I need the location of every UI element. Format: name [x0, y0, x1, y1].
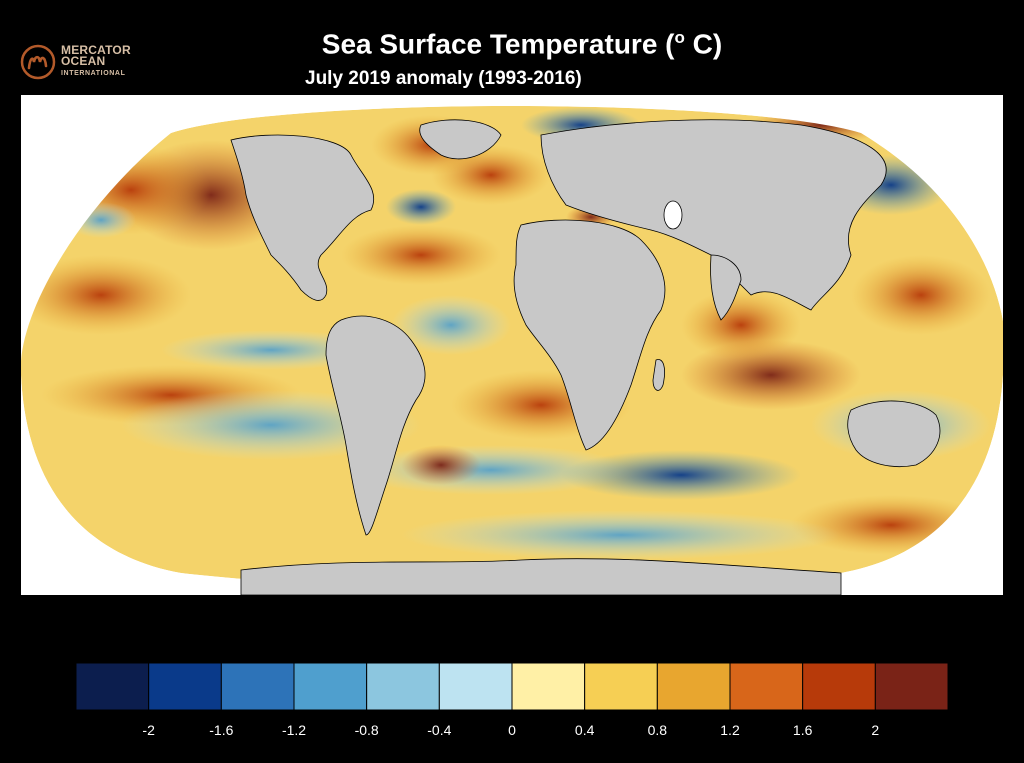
mercator-ocean-logo: MERCATOR OCEAN INTERNATIONAL: [20, 42, 150, 82]
colorbar-swatch: [729, 663, 804, 710]
colorbar-tick-label: -0.4: [427, 722, 452, 738]
logo-line-international: INTERNATIONAL: [61, 70, 126, 77]
logo-line-ocean: OCEAN: [61, 54, 106, 68]
title-unit: C): [684, 28, 723, 60]
title-text: Sea Surface Temperature (: [321, 28, 675, 60]
greenland: [419, 119, 502, 160]
colorbar-tick-label: 2: [871, 722, 880, 738]
colorbar-tick-label: -2: [142, 722, 155, 738]
africa: [513, 219, 666, 451]
anomaly-patches: [21, 107, 991, 560]
colorbar-swatch: [293, 663, 368, 710]
sst-anomaly-map: [21, 95, 1003, 595]
colorbar-swatch: [438, 663, 513, 710]
caspian-sea: [663, 200, 683, 230]
colorbar-tick-label: 0.4: [574, 722, 595, 738]
colorbar-tick-label: 1.6: [792, 722, 813, 738]
colorbar-swatch: [366, 663, 440, 710]
colorbar-swatch: [584, 663, 658, 710]
colorbar-tick-label: 1.2: [720, 722, 740, 738]
logo-wordmark: MERCATOR OCEAN INTERNATIONAL: [61, 43, 131, 79]
colorbar-tick-label: 0: [508, 722, 516, 738]
colorbar-swatch: [220, 663, 295, 710]
land-masses: [230, 119, 941, 595]
colorbar-swatch: [76, 663, 150, 710]
colorbar-swatch: [656, 663, 731, 710]
colorbar-swatch: [802, 663, 876, 710]
north-america: [230, 134, 375, 301]
map-subtitle: July 2019 anomaly (1993-2016): [305, 68, 582, 89]
title-degree: o: [674, 28, 685, 47]
india: [710, 254, 742, 321]
colorbar-tick-label: 0.8: [647, 722, 668, 738]
colorbar-swatch: [511, 663, 586, 710]
mercator-m-icon: [20, 44, 56, 80]
colorbar-tick-label: -1.2: [281, 722, 307, 738]
eurasia: [540, 119, 887, 311]
colorbar: [76, 663, 948, 710]
antarctica: [240, 558, 842, 595]
logo-line-mercator: MERCATOR: [61, 43, 131, 57]
map-title: Sea Surface Temperature (o C): [0, 28, 1024, 60]
madagascar: [652, 359, 665, 391]
map-frame: [21, 95, 1003, 595]
map-outer-mask: [21, 95, 1003, 595]
colorbar-swatch: [148, 663, 222, 710]
colorbar-tick-label: -0.8: [354, 722, 379, 738]
colorbar-tick-label: -1.6: [209, 722, 234, 738]
south-america: [325, 315, 426, 536]
colorbar-swatch: [874, 663, 948, 710]
australia: [847, 400, 941, 468]
